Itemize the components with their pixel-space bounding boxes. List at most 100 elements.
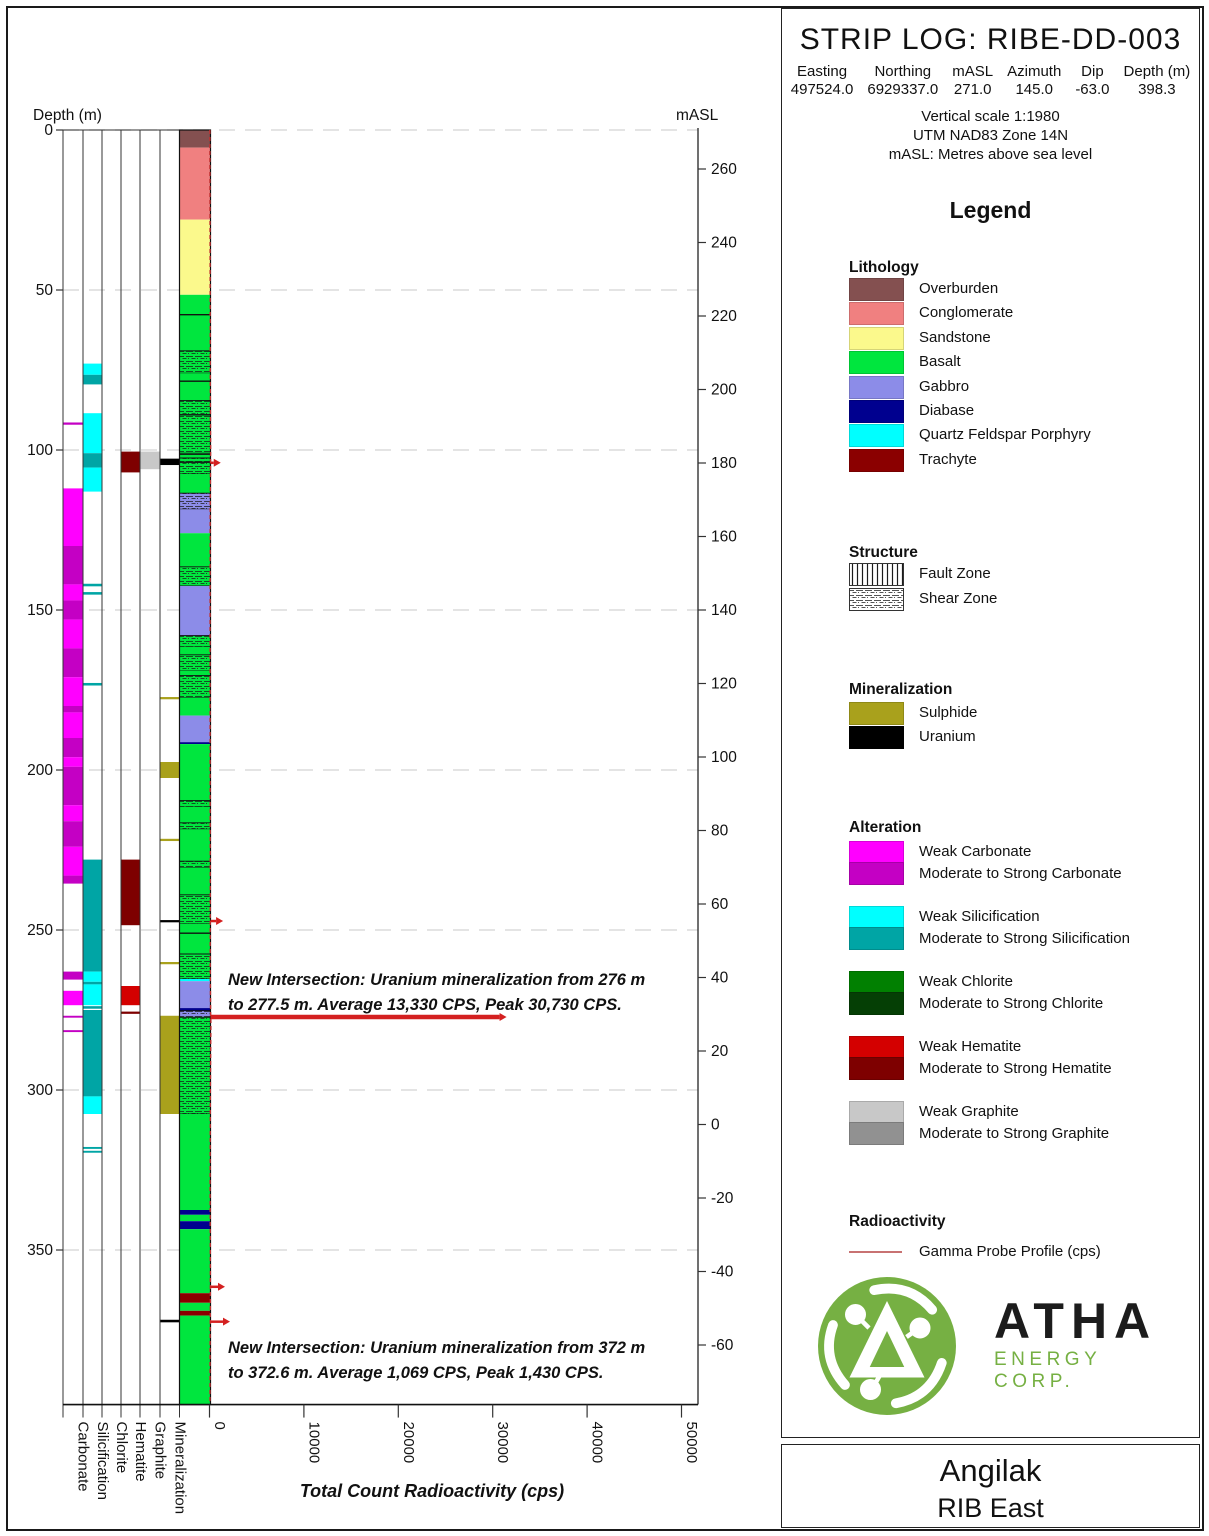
- lithology-interval: [179, 742, 211, 745]
- column-label: Carbonate: [75, 1422, 92, 1492]
- gamma-tick-label: 20000: [400, 1422, 417, 1464]
- gamma-tick-label: 10000: [305, 1422, 322, 1464]
- lithology-interval: [179, 646, 211, 655]
- hematite-column: [120, 129, 141, 1406]
- lithology-interval: [179, 453, 211, 458]
- lithology-interval: [179, 1315, 211, 1405]
- collar-field: mASL 271.0: [945, 63, 1000, 98]
- graphite-column: [139, 129, 161, 1406]
- silicification-interval: [83, 1150, 102, 1153]
- column-label: Mineralization: [171, 1422, 188, 1515]
- legend-title: Legend: [949, 197, 1032, 223]
- collar-field-value: 6929337.0: [867, 81, 939, 98]
- carbonate-interval: [63, 757, 83, 767]
- masl-tick-label: 80: [711, 823, 729, 840]
- lithology-interval: [179, 923, 211, 954]
- lithology-swatch: [849, 400, 904, 423]
- lithology-label: Basalt: [919, 353, 961, 371]
- mineralization-swatch: [849, 702, 904, 725]
- masl-tick-label: 60: [711, 896, 729, 913]
- alteration-strong-swatch: [849, 1122, 904, 1145]
- atha-logo-text: ATHA ENERGY CORP.: [994, 1295, 1182, 1393]
- lithology-interval: [179, 130, 211, 148]
- carbonate-interval: [63, 1015, 83, 1018]
- silicification-interval: [83, 981, 102, 985]
- survey-notes: Vertical scale 1:1980 UTM NAD83 Zone 14N m…: [782, 107, 1199, 164]
- alteration-strong-swatch: [849, 992, 904, 1015]
- lithology-interval: [179, 744, 211, 801]
- column-label: Graphite: [152, 1422, 169, 1480]
- silicification-interval: [83, 1146, 102, 1149]
- collar-field-value: 271.0: [953, 81, 992, 98]
- alteration-weak-label: Weak Graphite: [919, 1103, 1019, 1120]
- collar-field: Northing 6929337.0: [860, 63, 945, 98]
- gamma-spike-arrow: [217, 1282, 225, 1291]
- intersection-annotation: to 277.5 m. Average 13,330 CPS, Peak 30,…: [228, 996, 622, 1014]
- shear-zone-swatch: [849, 588, 904, 611]
- carbonate-interval: [63, 706, 83, 713]
- collar-field: Easting 497524.0: [784, 63, 861, 98]
- gamma-tick-label: 40000: [589, 1422, 606, 1464]
- silicification-interval: [83, 453, 102, 468]
- lithology-interval: [179, 294, 211, 351]
- silicification-interval: [83, 971, 102, 982]
- shear-zone-overlay: [179, 675, 211, 698]
- gamma-tick-label: 50000: [683, 1422, 700, 1464]
- silicification-interval: [83, 583, 102, 587]
- lithology-interval: [179, 474, 211, 494]
- masl-tick-label: 220: [711, 308, 737, 325]
- masl-tick-label: 260: [711, 161, 737, 178]
- masl-tick-label: -40: [711, 1264, 734, 1281]
- mineralization-interval: [160, 1015, 180, 1114]
- alteration-strong-label: Moderate to Strong Chlorite: [919, 994, 1104, 1012]
- collar-field-label: Azimuth: [1007, 63, 1062, 80]
- lithology-swatch: [849, 351, 904, 375]
- lithology-swatch: [849, 278, 904, 301]
- alteration-weak-swatch: [849, 971, 904, 994]
- hematite-interval: [121, 451, 140, 473]
- shear-zone-overlay: [179, 861, 211, 868]
- depth-tick-label: 100: [27, 442, 53, 459]
- mineralization-interval: [160, 458, 180, 466]
- carbonate-interval: [63, 738, 83, 758]
- column-label: Silicification: [94, 1422, 111, 1500]
- lithology-interval: [179, 1114, 211, 1210]
- shear-zone-overlay: [179, 894, 211, 924]
- mineralization-label: Sulphide: [919, 704, 978, 721]
- carbonate-interval: [63, 1030, 83, 1033]
- collar-field-label: Northing: [874, 63, 932, 80]
- hematite-interval: [121, 859, 140, 926]
- lithology-swatch: [849, 375, 904, 399]
- company-logo: ATHA ENERGY CORP.: [812, 1271, 1182, 1421]
- silicification-interval: [83, 592, 102, 595]
- alteration-weak-label: Weak Silicification: [919, 908, 1040, 925]
- shear-zone-overlay: [179, 635, 211, 647]
- collar-table: Easting 497524.0 Northing 6929337.0 mASL 2…: [782, 63, 1199, 98]
- lithology-label: Sandstone: [919, 328, 991, 346]
- structure-label: Fault Zone: [919, 565, 991, 582]
- alteration-heading: Alteration: [849, 819, 922, 836]
- depth-tick-label: 300: [27, 1082, 53, 1099]
- shear-zone-overlay: [179, 800, 211, 807]
- alteration-weak-swatch: [849, 906, 904, 929]
- silicification-interval: [83, 1010, 102, 1097]
- lithology-interval: [179, 1210, 211, 1215]
- alteration-weak-swatch: [849, 841, 904, 864]
- lithology-interval: [179, 698, 211, 716]
- mineralization-interval: [160, 1319, 180, 1323]
- shear-zone-overlay: [179, 350, 211, 374]
- masl-tick-label: 100: [711, 749, 737, 766]
- lithology-interval: [179, 1310, 211, 1316]
- lithology-interval: [179, 670, 211, 676]
- structure-label: Shear Zone: [919, 590, 998, 607]
- page-title: STRIP LOG: RIBE-DD-003: [799, 23, 1182, 56]
- masl-tick-label: 120: [711, 676, 737, 693]
- alteration-strong-swatch: [849, 927, 904, 950]
- depth-tick-label: 50: [36, 282, 54, 299]
- lithology-swatch: [849, 302, 904, 326]
- silicification-interval: [83, 374, 102, 385]
- intersection-annotation: to 372.6 m. Average 1,069 CPS, Peak 1,43…: [228, 1364, 603, 1382]
- lithology-interval: [179, 1293, 211, 1303]
- mineralization-interval: [160, 962, 180, 965]
- survey-note: Vertical scale 1:1980: [921, 108, 1060, 125]
